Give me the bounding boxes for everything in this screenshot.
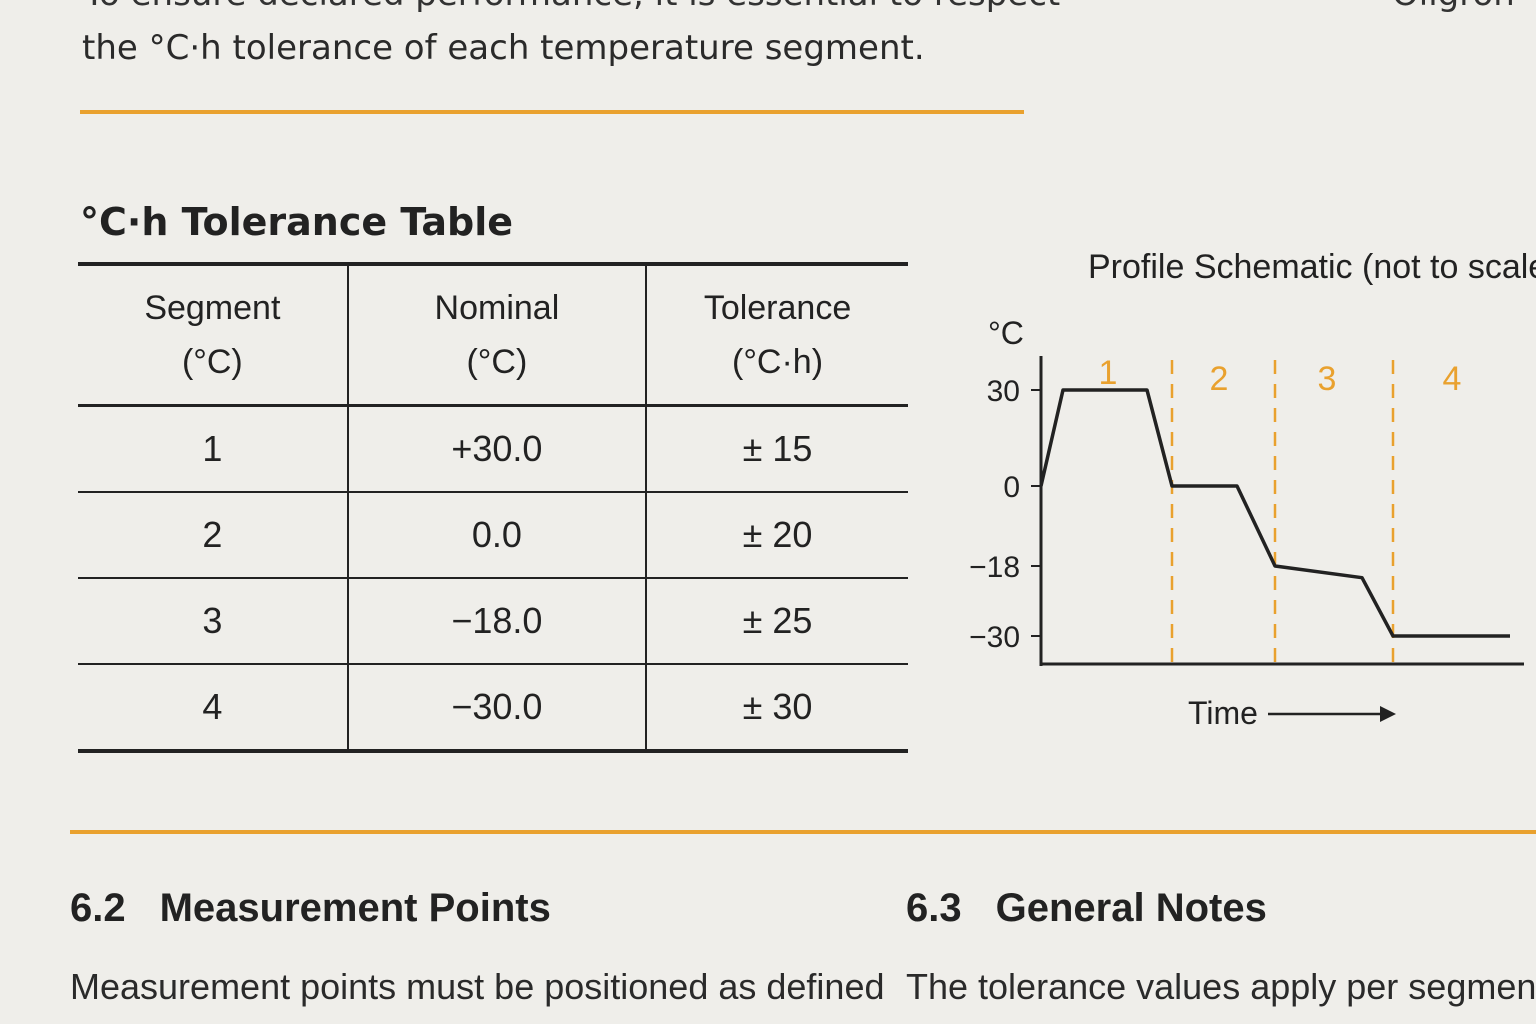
cell-nominal: −30.0	[346, 664, 647, 751]
cell-segment: 2	[202, 514, 223, 555]
section-heading-general-notes: 6.3 General Notes	[906, 886, 1267, 931]
section-title: Measurement Points	[159, 886, 551, 930]
tolerance-table: Segment (°C) Nominal (°C) Tolerance (°C·h) …	[78, 262, 908, 753]
arrow-right-icon	[1380, 706, 1396, 722]
cell-segment: 1	[202, 428, 223, 469]
cell-tolerance: ± 15	[645, 405, 908, 492]
y-tick-label: 30	[987, 375, 1020, 408]
y-tick-label: −30	[969, 621, 1020, 654]
cell-tolerance: ± 20	[645, 492, 908, 578]
section-body-general-notes: The tolerance values apply per segment	[906, 966, 1536, 1007]
header-tolerance: Tolerance (°C·h)	[645, 264, 908, 406]
table-row: 2 0.0 ± 20	[78, 492, 908, 578]
section-number: 6.3	[906, 886, 962, 930]
intro-partial-line: To ensure declared performance, it is es…	[84, 0, 1060, 14]
y-tick-label: 0	[1003, 471, 1020, 504]
cell-segment: 4	[202, 686, 223, 727]
table-header-row: Segment (°C) Nominal (°C) Tolerance (°C·h)	[78, 264, 908, 406]
x-axis-label: Time	[1188, 695, 1258, 731]
table-title: °C·h Tolerance Table	[80, 200, 514, 244]
cell-tolerance: ± 30	[645, 664, 908, 751]
segment-label: 4	[1443, 360, 1462, 398]
section-body-measurement-points: Measurement points must be positioned as…	[70, 966, 885, 1007]
table-row: 1 +30.0 ± 15	[78, 405, 908, 492]
profile-schematic-chart: °C 30 0 −18 −30 1 2 3 4 Time	[969, 315, 1524, 731]
cell-segment: 3	[202, 600, 223, 641]
cell-nominal: 0.0	[346, 492, 647, 578]
y-tick-label: −18	[969, 551, 1020, 584]
section-heading-measurement-points: 6.2 Measurement Points	[70, 886, 551, 931]
segment-label: 3	[1318, 360, 1337, 398]
segment-label: 2	[1210, 360, 1229, 398]
header-nominal: Nominal (°C)	[346, 264, 647, 406]
accent-divider-top	[80, 110, 1024, 114]
y-axis-label: °C	[988, 315, 1024, 351]
segment-label: 1	[1099, 354, 1118, 392]
cell-nominal: −18.0	[346, 578, 647, 664]
intro-partial-right: Oligron	[1392, 0, 1515, 14]
chart-title: Profile Schematic (not to scale)	[1088, 248, 1536, 286]
cell-tolerance: ± 25	[645, 578, 908, 664]
table-row: 3 −18.0 ± 25	[78, 578, 908, 664]
profile-line	[1039, 388, 1510, 638]
table-row: 4 −30.0 ± 30	[78, 664, 908, 751]
header-segment: Segment (°C)	[144, 289, 281, 381]
section-number: 6.2	[70, 886, 126, 930]
section-title: General Notes	[995, 886, 1267, 930]
cell-nominal: +30.0	[346, 405, 647, 492]
accent-divider-bottom	[70, 830, 1536, 834]
intro-text: the °C·h tolerance of each temperature s…	[82, 28, 925, 68]
